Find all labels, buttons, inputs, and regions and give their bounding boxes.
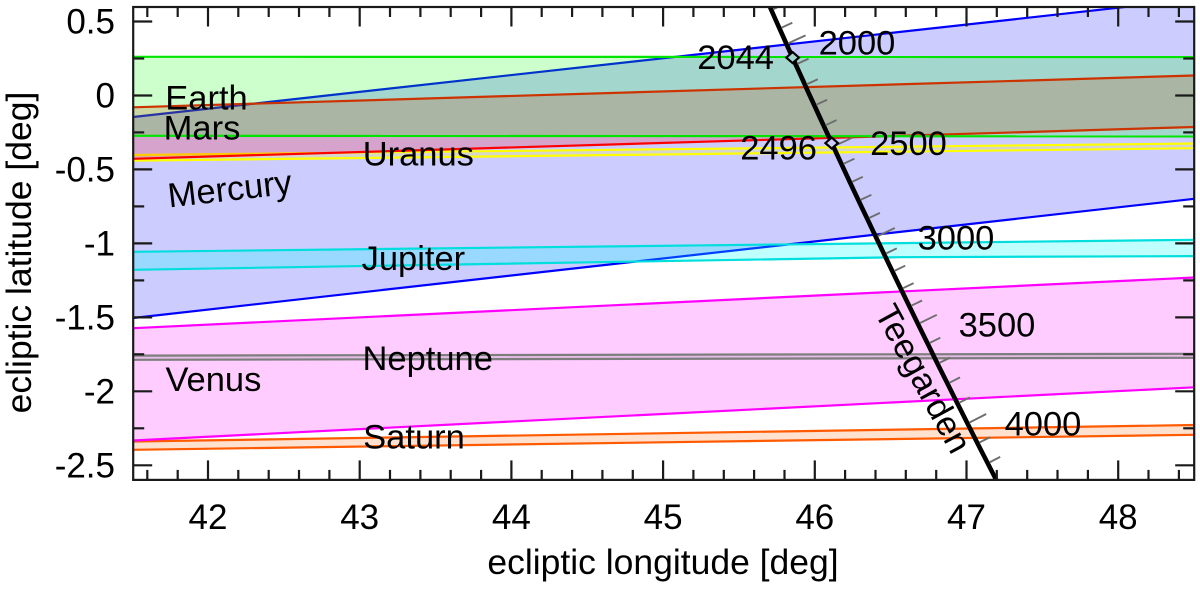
svg-text:ecliptic longitude [deg]: ecliptic longitude [deg] bbox=[487, 542, 838, 582]
svg-text:48: 48 bbox=[1099, 498, 1138, 537]
svg-text:0: 0 bbox=[96, 77, 115, 116]
svg-text:-2.5: -2.5 bbox=[55, 447, 115, 486]
svg-text:3000: 3000 bbox=[918, 219, 995, 257]
svg-text:Neptune: Neptune bbox=[362, 340, 492, 378]
svg-text:Jupiter: Jupiter bbox=[362, 240, 466, 278]
svg-text:Earth: Earth bbox=[165, 79, 247, 117]
svg-text:2500: 2500 bbox=[870, 125, 947, 163]
svg-text:-0.5: -0.5 bbox=[55, 151, 115, 190]
svg-text:2000: 2000 bbox=[819, 25, 896, 63]
svg-text:ecliptic latitude [deg]: ecliptic latitude [deg] bbox=[0, 92, 39, 414]
svg-text:-2: -2 bbox=[84, 373, 115, 412]
svg-text:45: 45 bbox=[644, 498, 683, 537]
svg-text:Venus: Venus bbox=[165, 361, 261, 399]
svg-text:47: 47 bbox=[947, 498, 986, 537]
svg-text:-1.5: -1.5 bbox=[55, 299, 115, 338]
svg-text:44: 44 bbox=[492, 498, 531, 537]
svg-text:3500: 3500 bbox=[959, 306, 1036, 344]
svg-text:2496: 2496 bbox=[740, 129, 817, 167]
svg-text:Uranus: Uranus bbox=[363, 135, 474, 173]
svg-text:Saturn: Saturn bbox=[363, 418, 465, 456]
svg-text:46: 46 bbox=[795, 498, 834, 537]
svg-text:-1: -1 bbox=[84, 225, 115, 264]
svg-text:43: 43 bbox=[340, 498, 379, 537]
svg-text:Mars: Mars bbox=[164, 110, 241, 148]
svg-text:0.5: 0.5 bbox=[66, 3, 115, 42]
svg-text:42: 42 bbox=[189, 498, 228, 537]
svg-text:4000: 4000 bbox=[1005, 405, 1082, 443]
svg-text:2044: 2044 bbox=[697, 39, 774, 77]
